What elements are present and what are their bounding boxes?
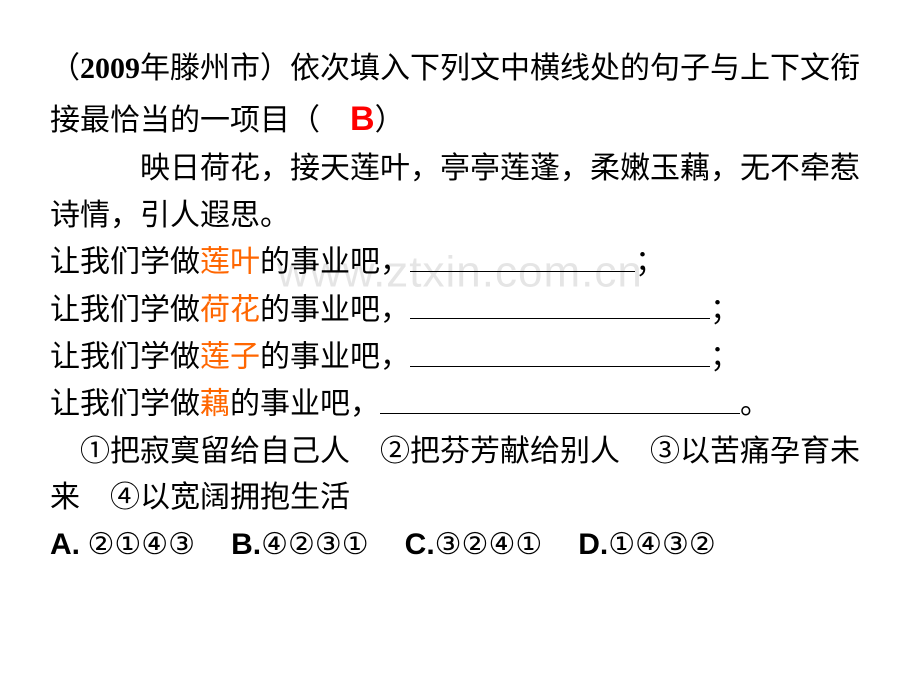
options-row: A. ②①④③ B.④②③① C.③②④① D.①④③②: [50, 522, 870, 569]
document-page: www.ztxin.com.cn （2009年滕州市）依次填入下列文中横线处的句…: [0, 0, 920, 569]
blank-1: [410, 239, 635, 272]
answer-letter: B: [350, 100, 375, 138]
stem-keyword: 莲叶: [200, 246, 260, 279]
option-b-label: B.: [231, 528, 261, 561]
option-d-text: ①④③②: [608, 528, 716, 561]
stem-line-3: 让我们学做莲子的事业吧， ；: [50, 334, 870, 381]
intro-prefix: （: [50, 52, 80, 85]
stem-post: 的事业吧，: [230, 388, 380, 421]
option-c-label: C.: [405, 528, 435, 561]
intro-close: ）: [375, 104, 405, 137]
option-a-label: A.: [50, 528, 80, 561]
blank-3: [410, 334, 710, 367]
stem-line-2: 让我们学做荷花的事业吧， ；: [50, 287, 870, 334]
exam-year: 2009: [80, 52, 140, 85]
stem-end: ；: [710, 293, 740, 326]
stem-end: 。: [740, 388, 770, 421]
option-a-text: ②①④③: [88, 528, 196, 561]
question-intro: （2009年滕州市）依次填入下列文中横线处的句子与上下文衔接最恰当的一项目（ B…: [50, 46, 870, 146]
intro-source: 年滕州市）: [140, 52, 290, 85]
choice-fragments: ①把寂寞留给自己人 ②把芬芳献给别人 ③以苦痛孕育未来 ④以宽阔拥抱生活: [50, 429, 870, 523]
option-d-label: D.: [578, 528, 608, 561]
stem-pre: 让我们学做: [50, 341, 200, 374]
stem-post: 的事业吧，: [260, 246, 410, 279]
stem-pre: 让我们学做: [50, 388, 200, 421]
stem-keyword: 莲子: [200, 341, 260, 374]
blank-2: [410, 287, 710, 320]
option-b-text: ④②③①: [261, 528, 369, 561]
stem-line-4: 让我们学做藕的事业吧， 。: [50, 381, 870, 428]
stem-keyword: 荷花: [200, 293, 260, 326]
stem-post: 的事业吧，: [260, 293, 410, 326]
option-c-text: ③②④①: [435, 528, 543, 561]
stem-pre: 让我们学做: [50, 293, 200, 326]
stem-keyword: 藕: [200, 388, 230, 421]
passage-text: 映日荷花，接天莲叶，亭亭莲蓬，柔嫩玉藕，无不牵惹诗情，引人遐思。: [50, 146, 870, 240]
stem-post: 的事业吧，: [260, 341, 410, 374]
stem-line-1: 让我们学做莲叶的事业吧， ；: [50, 239, 870, 286]
stem-pre: 让我们学做: [50, 246, 200, 279]
stem-end: ；: [710, 341, 740, 374]
stem-end: ；: [635, 246, 665, 279]
blank-4: [380, 381, 740, 414]
